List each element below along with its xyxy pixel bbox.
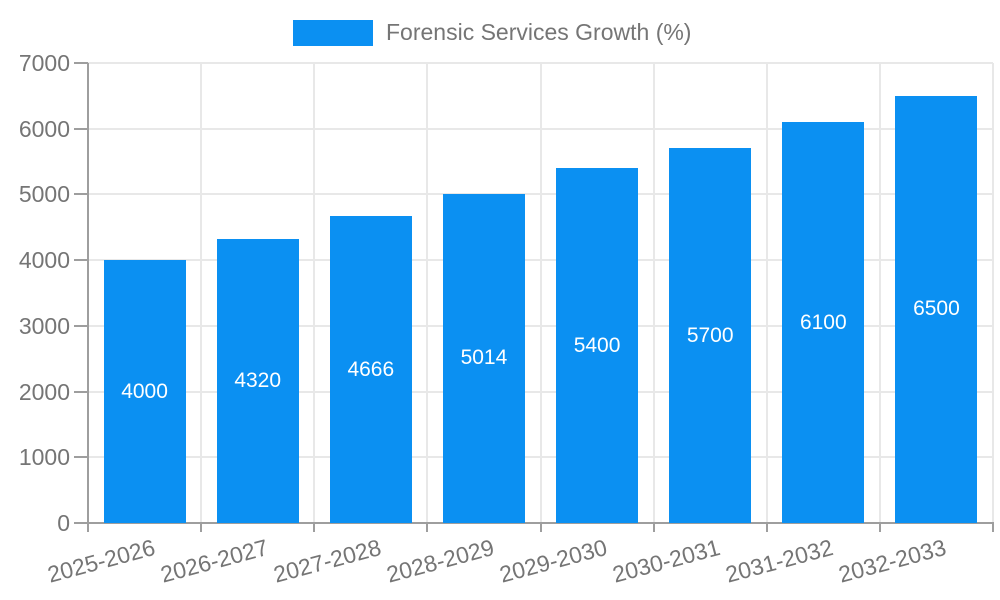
bar-value-label: 6100 (799, 310, 847, 334)
bar-value-label: 6500 (913, 297, 960, 321)
y-axis-tick-label: 6000 (18, 115, 70, 142)
bar-value-label: 5400 (573, 333, 621, 357)
x-axis-tick-label: 2026-2027 (157, 534, 271, 588)
x-gridline (765, 63, 768, 523)
y-axis-tick-label: 4000 (18, 247, 70, 274)
x-axis-tick (878, 523, 881, 532)
y-axis-tick-label: 7000 (18, 50, 70, 76)
x-gridline (426, 63, 429, 523)
bar-value-label: 4320 (234, 369, 282, 393)
bar[interactable] (556, 168, 639, 523)
x-axis-tick (87, 523, 89, 532)
legend[interactable]: Forensic Services Growth (%) (293, 19, 691, 46)
y-axis-tick (74, 324, 88, 327)
x-axis-tick-label: 2030-2031 (609, 534, 723, 588)
x-axis-tick (992, 523, 994, 532)
y-axis-tick (74, 193, 88, 196)
y-axis-tick (74, 259, 88, 262)
x-axis-tick-label: 2032-2033 (836, 534, 950, 588)
x-axis-tick (313, 523, 316, 532)
y-axis-tick-label: 0 (57, 510, 70, 536)
y-axis-tick (74, 456, 88, 459)
x-axis-tick (200, 523, 203, 532)
y-axis-tick (74, 127, 88, 130)
y-axis-tick-label: 3000 (18, 312, 70, 339)
bar[interactable] (329, 216, 412, 523)
x-gridline (200, 63, 203, 523)
x-axis-tick (539, 523, 542, 532)
x-axis-tick-label: 2031-2032 (723, 534, 837, 588)
bar[interactable] (782, 122, 865, 523)
x-axis-tick-label: 2029-2030 (496, 534, 610, 588)
bar-value-label: 4000 (121, 379, 168, 403)
x-gridline (313, 63, 316, 523)
y-axis-tick (74, 62, 88, 64)
x-axis-tick (426, 523, 429, 532)
y-axis-tick-label: 5000 (18, 181, 70, 208)
y-axis-line (87, 63, 89, 525)
x-axis-tick-label: 2028-2029 (383, 534, 497, 588)
y-axis-tick (74, 390, 88, 393)
bar[interactable] (442, 193, 525, 523)
bar-value-label: 4666 (347, 357, 395, 381)
bar[interactable] (216, 239, 299, 523)
x-gridline (652, 63, 655, 523)
x-axis-tick-label: 2025-2026 (44, 534, 158, 588)
x-axis-tick (652, 523, 655, 532)
x-gridline (878, 63, 881, 523)
x-axis-tick (765, 523, 768, 532)
y-axis-tick (74, 522, 88, 524)
x-axis-tick-label: 2027-2028 (270, 534, 384, 588)
bar[interactable] (895, 95, 978, 523)
bar-value-label: 5014 (460, 346, 508, 370)
bar-value-label: 5700 (686, 323, 734, 347)
x-gridline (539, 63, 542, 523)
x-gridline (992, 63, 994, 523)
y-axis-tick-label: 1000 (18, 444, 70, 471)
y-axis-tick-label: 2000 (18, 378, 70, 405)
legend-swatch (293, 19, 373, 46)
bar[interactable] (103, 260, 186, 523)
bar[interactable] (669, 148, 752, 523)
legend-label: Forensic Services Growth (%) (386, 19, 692, 45)
